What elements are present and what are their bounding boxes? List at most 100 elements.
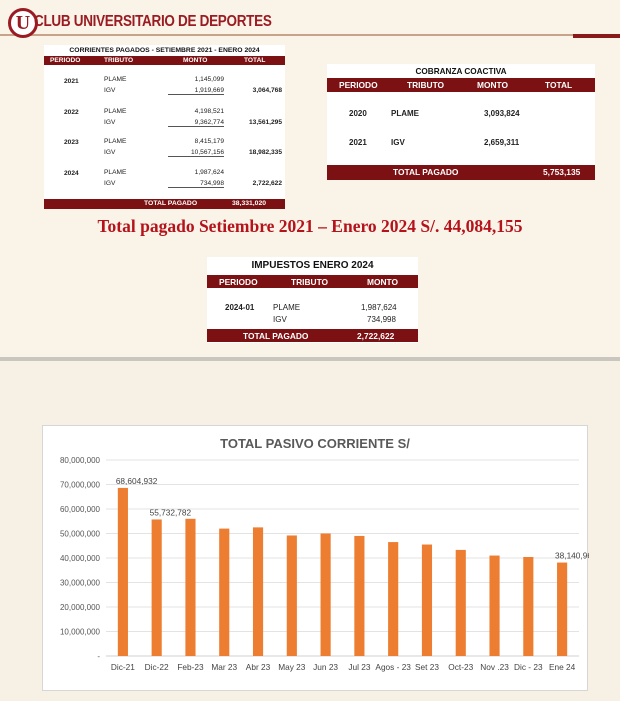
tributo-cell: IGV	[104, 149, 116, 156]
y-tick-label: 80,000,000	[60, 456, 101, 465]
header-periodo: PERIODO	[219, 277, 258, 287]
bar	[219, 528, 230, 656]
footer-value: 2,722,622	[357, 331, 395, 341]
x-tick-label: Ene 24	[549, 662, 576, 672]
impuestos-table-header: PERIODO TRIBUTO MONTO	[207, 275, 418, 288]
club-logo-letter: U	[15, 11, 31, 34]
chart-svg: - 10,000,000 20,000,000 30,000,000 40,000,00…	[60, 456, 589, 672]
x-tick-label: Oct-23	[448, 662, 473, 672]
data-label: 68,604,932	[116, 476, 158, 486]
y-tick-label: 40,000,000	[60, 554, 101, 563]
bar	[320, 533, 331, 656]
y-tick-label: 70,000,000	[60, 481, 101, 490]
y-tick-label: 60,000,000	[60, 505, 101, 514]
tributo-cell: PLAME	[104, 169, 127, 176]
tributo-cell: PLAME	[273, 303, 301, 312]
year-2022: 2022	[64, 109, 79, 116]
cobranza-coactiva-table: COBRANZA COACTIVA PERIODO TRIBUTO MONTO …	[327, 64, 595, 180]
header-rule	[0, 34, 620, 36]
bar	[489, 555, 500, 656]
corrientes-pagados-table: CORRIENTES PAGADOS - SETIEMBRE 2021 - EN…	[44, 45, 285, 209]
bar	[523, 557, 534, 656]
header-tributo: TRIBUTO	[104, 57, 134, 64]
x-tick-label: Jul 23	[348, 662, 371, 672]
year-2021: 2021	[64, 78, 79, 85]
periodo-cell: 2024-01	[225, 303, 255, 312]
cobranza-table-title: COBRANZA COACTIVA	[415, 67, 507, 76]
tributo-cell: PLAME	[391, 109, 419, 118]
impuestos-enero-table: IMPUESTOS ENERO 2024 PERIODO TRIBUTO MON…	[207, 257, 418, 343]
y-tick-label: 30,000,000	[60, 579, 101, 588]
header-tributo: TRIBUTO	[291, 277, 329, 287]
corrientes-table-title: CORRIENTES PAGADOS - SETIEMBRE 2021 - EN…	[69, 47, 260, 54]
cobranza-table-footer: TOTAL PAGADO 5,753,135	[327, 165, 595, 180]
header-accent	[573, 34, 620, 38]
footer-value: 38,331,020	[232, 200, 267, 207]
bar	[557, 562, 568, 656]
y-tick-label: 50,000,000	[60, 530, 101, 539]
pasivo-corriente-chart: TOTAL PASIVO CORRIENTE S/ - 10,000,000 20,…	[42, 425, 589, 691]
header-monto: MONTO	[367, 277, 399, 287]
monto-cell: 1,987,624	[194, 169, 224, 176]
bar	[455, 549, 466, 656]
bar	[117, 487, 128, 656]
footer-label: TOTAL PAGADO	[243, 331, 309, 341]
year-2023: 2023	[64, 139, 79, 146]
footer-label: TOTAL PAGADO	[144, 200, 198, 207]
bar	[286, 535, 297, 656]
data-label: 38,140,961	[555, 551, 589, 561]
monto-cell: 4,198,521	[194, 108, 224, 115]
header-periodo: PERIODO	[339, 80, 378, 90]
y-tick-label: 10,000,000	[60, 628, 101, 637]
tributo-cell: PLAME	[104, 76, 127, 83]
x-tick-label: Set 23	[415, 662, 439, 672]
section-divider	[0, 357, 620, 361]
year-2024: 2024	[64, 170, 79, 177]
x-tick-label: Nov .23	[480, 662, 509, 672]
y-tick-label: 20,000,000	[60, 603, 101, 612]
periodo-cell: 2020	[349, 109, 367, 118]
corrientes-table-footer: TOTAL PAGADO 38,331,020	[44, 199, 285, 209]
tributo-cell: PLAME	[104, 138, 127, 145]
monto-cell: 734,998	[168, 180, 224, 188]
bar	[252, 527, 264, 656]
x-tick-label: Dic-22	[145, 662, 169, 672]
impuestos-table-footer: TOTAL PAGADO 2,722,622	[207, 329, 418, 342]
x-tick-label: Dic - 23	[514, 662, 543, 672]
total-cell: 13,561,295	[248, 119, 282, 126]
tributo-cell: IGV	[273, 315, 287, 324]
impuestos-table-title: IMPUESTOS ENERO 2024	[251, 260, 374, 271]
footer-value: 5,753,135	[543, 167, 581, 177]
y-tick-label: -	[97, 652, 100, 661]
monto-cell: 1,145,099	[194, 76, 224, 83]
periodo-cell: 2021	[349, 138, 367, 147]
x-tick-label: Mar 23	[211, 662, 237, 672]
monto-cell: 1,987,624	[361, 303, 397, 312]
cobranza-table-header: PERIODO TRIBUTO MONTO TOTAL	[327, 78, 595, 92]
bar	[354, 535, 365, 656]
total-cell: 18,982,335	[248, 149, 282, 156]
tributo-cell: PLAME	[104, 108, 127, 115]
total-cell: 2,722,622	[252, 180, 282, 187]
header-monto: MONTO	[477, 80, 509, 90]
x-tick-label: Dic-21	[111, 662, 135, 672]
monto-cell: 734,998	[367, 315, 396, 324]
x-tick-label: Feb-23	[177, 662, 204, 672]
club-name: CLUB UNIVERSITARIO DE DEPORTES	[34, 12, 272, 30]
tributo-cell: IGV	[104, 180, 116, 187]
monto-cell: 3,093,824	[484, 109, 520, 118]
bar	[388, 542, 399, 656]
header-periodo: PERIODO	[50, 57, 81, 64]
monto-cell: 1,919,669	[168, 87, 224, 95]
bar	[185, 518, 196, 656]
chart-title: TOTAL PASIVO CORRIENTE S/	[220, 436, 410, 451]
header-total: TOTAL	[244, 57, 266, 64]
corrientes-table-header: PERIODO TRIBUTO MONTO TOTAL	[44, 56, 285, 65]
x-tick-label: May 23	[278, 662, 306, 672]
header-monto: MONTO	[183, 57, 208, 64]
tributo-cell: IGV	[104, 87, 116, 94]
bar	[421, 544, 433, 656]
monto-cell: 9,362,774	[168, 119, 224, 127]
header-total: TOTAL	[545, 80, 573, 90]
x-tick-label: Abr 23	[246, 662, 271, 672]
